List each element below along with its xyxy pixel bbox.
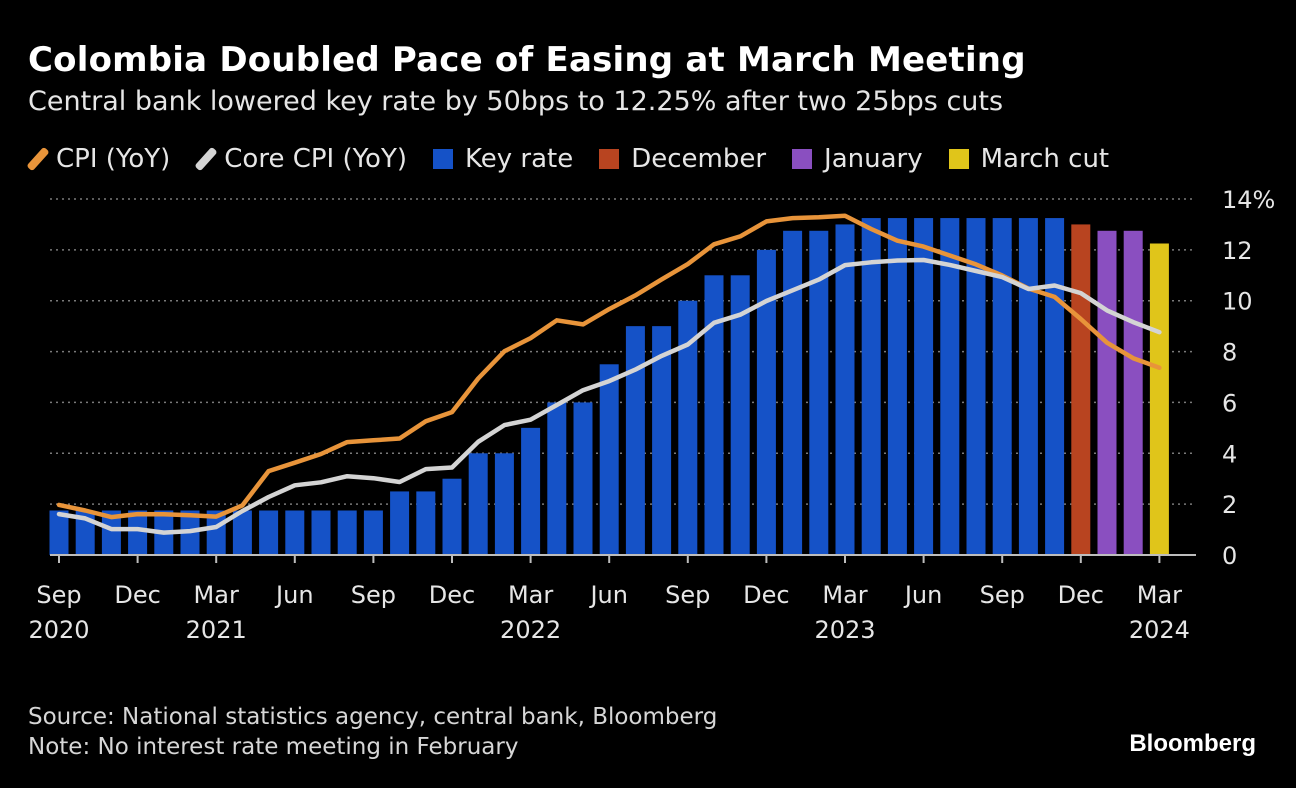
x-tick-year-label: 2020	[28, 616, 89, 644]
legend-swatch-march-cut	[948, 149, 969, 169]
bar	[940, 218, 960, 556]
x-tick-label: Sep	[980, 581, 1025, 609]
bar	[232, 510, 252, 555]
chart-subtitle: Central bank lowered key rate by 50bps t…	[28, 86, 1004, 117]
footnote: Note: No interest rate meeting in Februa…	[28, 734, 519, 760]
y-tick-label: 8	[1222, 339, 1237, 367]
x-tick-label: Dec	[114, 581, 160, 609]
y-tick-label: 2	[1222, 491, 1237, 519]
bar	[1097, 230, 1117, 556]
source-note: Source: National statistics agency, cent…	[28, 704, 718, 730]
legend-swatch-key-rate	[433, 149, 453, 169]
bar	[678, 300, 698, 555]
bar	[887, 218, 907, 556]
chart-title: Colombia Doubled Pace of Easing at March…	[28, 40, 1026, 80]
bar	[416, 491, 436, 555]
bar	[49, 510, 69, 555]
x-tick-label: Jun	[274, 581, 314, 609]
bar	[1018, 218, 1038, 556]
bar	[337, 510, 357, 555]
bar	[652, 326, 672, 555]
bar	[1149, 243, 1169, 555]
x-tick-year-label: 2021	[186, 616, 247, 644]
bar	[259, 510, 279, 555]
bar	[573, 402, 593, 555]
y-tick-label: 6	[1222, 389, 1237, 417]
y-tick-label: 0	[1222, 542, 1237, 570]
x-tick-label: Sep	[36, 581, 81, 609]
y-tick-label: 14%	[1222, 186, 1275, 214]
bar	[442, 478, 462, 555]
legend-item-key-rate: Key rate	[433, 144, 573, 174]
bar	[992, 218, 1012, 556]
x-tick-label: Mar	[822, 581, 867, 609]
legend-item-january: January	[792, 144, 923, 174]
bar	[285, 510, 305, 555]
bar	[914, 218, 934, 556]
bar	[704, 275, 724, 555]
legend-label-core-cpi: Core CPI (YoY)	[224, 144, 407, 174]
bar	[101, 510, 121, 555]
legend-label-key-rate: Key rate	[465, 144, 574, 174]
legend: CPI (YoY) Core CPI (YoY) Key rate Decemb…	[26, 142, 1135, 176]
x-tick-year-label: 2023	[814, 616, 875, 644]
axis-layer: 0 2 4 6 8 10 12 14% Sep 2020 Dec Mar 2021 Jun Sep Dec Ma…	[28, 186, 1275, 644]
bar	[730, 275, 750, 555]
legend-item-december: December	[599, 144, 766, 174]
bar	[128, 510, 148, 555]
x-tick-label: Mar	[1137, 581, 1182, 609]
bar	[521, 427, 541, 555]
x-tick-label: Sep	[665, 581, 710, 609]
bar	[494, 453, 514, 555]
bar	[966, 218, 986, 556]
x-tick-year-label: 2024	[1129, 616, 1190, 644]
bloomberg-logo: Bloomberg	[1129, 730, 1256, 757]
legend-item-march-cut: March cut	[948, 144, 1110, 174]
x-tick-label: Jun	[588, 581, 628, 609]
legend-label-january: January	[824, 144, 923, 174]
bar	[861, 218, 881, 556]
bar	[390, 491, 410, 555]
legend-label-cpi: CPI (YoY)	[56, 144, 171, 174]
y-tick-label: 12	[1222, 237, 1253, 265]
x-tick-label: Dec	[743, 581, 789, 609]
x-tick-label: Dec	[1058, 581, 1104, 609]
bar	[809, 230, 829, 556]
legend-label-march-cut: March cut	[980, 144, 1110, 174]
x-tick-label: Mar	[508, 581, 553, 609]
bar	[625, 326, 645, 555]
x-tick-label: Dec	[429, 581, 475, 609]
x-tick-label: Jun	[903, 581, 943, 609]
bar	[311, 510, 331, 555]
bar	[1045, 218, 1065, 556]
bar	[547, 402, 567, 555]
series-line	[56, 213, 1162, 520]
legend-item-core-cpi: Core CPI (YoY)	[194, 144, 407, 174]
y-tick-label: 4	[1222, 440, 1237, 468]
legend-label-december: December	[631, 144, 767, 174]
bar	[468, 453, 488, 555]
x-tick-label: Mar	[194, 581, 239, 609]
legend-swatch-january	[792, 149, 813, 169]
legend-item-cpi: CPI (YoY)	[26, 144, 171, 174]
bar	[1123, 230, 1143, 556]
bar	[835, 224, 855, 555]
bar	[363, 510, 383, 555]
y-tick-label: 10	[1222, 288, 1253, 316]
legend-swatch-december	[599, 149, 620, 169]
bar	[783, 230, 803, 556]
chart-plot: 0 2 4 6 8 10 12 14% Sep 2020 Dec Mar 2021 Jun Sep Dec Ma…	[28, 186, 1275, 644]
line-layer	[56, 213, 1162, 535]
bar-layer	[49, 218, 1169, 556]
bar	[756, 249, 776, 555]
series-line	[56, 257, 1162, 535]
x-tick-label: Sep	[351, 581, 396, 609]
x-tick-year-label: 2022	[500, 616, 561, 644]
bar	[599, 364, 619, 555]
bar	[1071, 224, 1091, 555]
